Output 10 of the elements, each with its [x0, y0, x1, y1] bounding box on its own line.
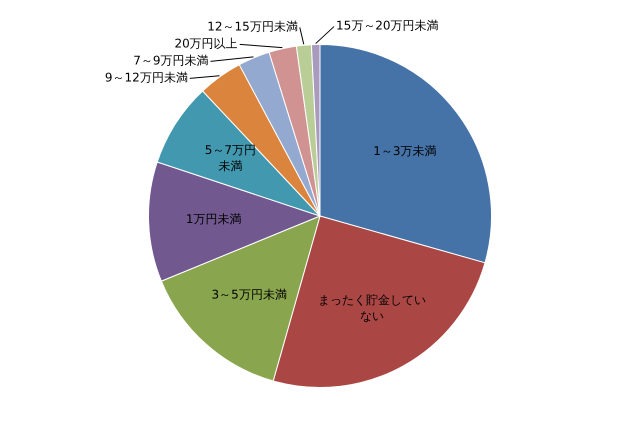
slice-label: 20万円以上 [174, 36, 238, 50]
slice-label: 1～3万未満 [373, 144, 436, 158]
slice-label: 15万～20万円未満 [336, 18, 439, 33]
slice-label: 1万円未満 [186, 212, 242, 226]
slice-label: 12～15万円未満 [207, 19, 298, 34]
slice-label: 3～5万円未満 [212, 287, 287, 302]
slice-label: 7～9万円未満 [133, 53, 208, 68]
slice-label: 5～7万円未満 [204, 142, 256, 173]
slice-label: まったく貯金していない [318, 292, 426, 323]
slice-label: 9～12万円未満 [104, 70, 188, 84]
